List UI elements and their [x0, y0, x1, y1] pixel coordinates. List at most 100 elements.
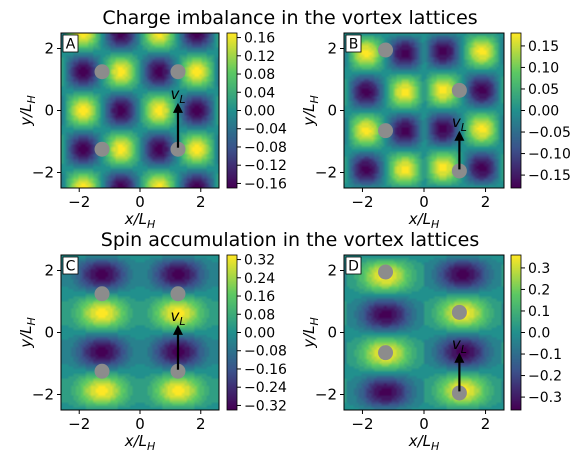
velocity-label-subscript: L	[179, 315, 185, 328]
panel-label: C	[66, 259, 76, 275]
colorbar-tick-label: 0.00	[244, 326, 275, 342]
colorbar-tick-label: 0.08	[244, 67, 275, 83]
vortex-core	[451, 163, 467, 179]
colorbar-gradient	[227, 255, 237, 410]
top-figure-title: Charge imbalance in the vortex lattices	[102, 7, 477, 29]
colorbar-tick-label: −0.32	[244, 398, 287, 414]
velocity-arrow-head	[454, 130, 465, 141]
colorbar-tick-label: 0.05	[528, 82, 559, 98]
panel-label: D	[348, 259, 359, 275]
x-tick-label: 0	[419, 193, 429, 211]
colorbar-tick-label: 0.16	[244, 31, 275, 47]
velocity-arrow-head	[172, 102, 183, 113]
x-axis-label-subscript: H	[431, 218, 439, 231]
x-axis-label: x/LH	[408, 432, 440, 453]
y-tick-label: −2	[315, 386, 337, 404]
colorbar-tick-label: 0.0	[528, 326, 550, 342]
y-tick-label: −2	[32, 164, 54, 182]
y-axis-label: y/LH	[300, 95, 321, 127]
panel-label-box	[62, 256, 79, 275]
velocity-label-subscript: L	[461, 343, 467, 356]
colorbar-tick-label: −0.10	[528, 147, 571, 163]
y-tick-label: −2	[32, 386, 54, 404]
colorbar-tick-label: −0.08	[244, 344, 287, 360]
colorbar-tick-label: 0.10	[528, 60, 559, 76]
colorbar-tick-label: 0.24	[244, 271, 275, 287]
colorbar-tick-label: −0.08	[244, 140, 287, 156]
y-tick-label: 0	[44, 324, 54, 342]
panel-label: B	[349, 37, 359, 53]
colorbar-tick-label: 0.32	[244, 253, 275, 269]
colorbar-tick-label: 0.3	[528, 261, 550, 277]
colorbar-tick-label: 0.15	[528, 39, 559, 55]
bottom-figure-title: Spin accumulation in the vortex lattices	[101, 229, 479, 251]
velocity-arrow-head	[172, 324, 183, 335]
x-axis-label: x/LH	[408, 210, 440, 231]
x-axis-label-subscript: H	[431, 440, 439, 453]
vortex-core	[378, 345, 394, 361]
panels-group: vLA−2 0 2−202x/LHy/LH0.160.120.080.040.00−…	[17, 31, 571, 453]
vortex-core	[170, 64, 186, 80]
colorbar-tick-label: −0.16	[244, 362, 287, 378]
vortex-core	[378, 264, 394, 280]
colorbar-tick-label: 0.08	[244, 307, 275, 323]
x-tick-label: 0	[419, 415, 429, 433]
colorbar-tick-label: 0.00	[528, 104, 559, 120]
vortex-core	[94, 286, 110, 302]
colorbar-tick-label: 0.16	[244, 289, 275, 305]
y-axis-label-subscript: H	[308, 95, 321, 103]
colorbar-tick-label: −0.04	[244, 122, 287, 138]
x-tick-label: 2	[196, 415, 206, 433]
y-axis-label: y/LH	[17, 95, 38, 127]
y-tick-label: 0	[44, 102, 54, 120]
vortex-core	[94, 141, 110, 157]
vortex-core	[170, 141, 186, 157]
panel-label-box	[62, 34, 79, 53]
vortex-core	[94, 64, 110, 80]
velocity-arrow-head	[454, 352, 465, 363]
velocity-label-subscript: L	[461, 121, 467, 134]
colorbar-tick-label: −0.1	[528, 347, 562, 363]
vortex-core	[378, 42, 394, 58]
colorbar-tick-label: −0.2	[528, 369, 562, 385]
x-tick-label: −2	[68, 193, 90, 211]
colorbar-tick-label: −0.05	[528, 125, 571, 141]
y-axis-label-subscript: H	[308, 317, 321, 325]
vortex-core	[170, 286, 186, 302]
panel-a: vLA−2 0 2−202x/LHy/LH0.160.120.080.040.00−…	[17, 31, 287, 231]
velocity-label-subscript: L	[179, 93, 185, 106]
heatmap-field	[61, 33, 219, 188]
x-axis-label-subscript: H	[147, 440, 155, 453]
vortex-core	[170, 363, 186, 379]
vortex-core	[451, 82, 467, 98]
x-tick-label: 0	[135, 193, 145, 211]
x-tick-label: 0	[135, 415, 145, 433]
panel-d: vLD−2 0 2−202x/LHy/LH0.30.20.10.0−0.1−0.2−…	[300, 254, 562, 453]
y-tick-label: 0	[327, 324, 337, 342]
y-tick-label: 2	[44, 262, 54, 280]
y-axis-label-subscript: H	[25, 95, 38, 103]
y-axis-label: y/LH	[17, 317, 38, 349]
colorbar-tick-label: 0.1	[528, 304, 550, 320]
panel-c: vLC−2 0 2−202x/LHy/LH0.320.240.160.080.00−…	[17, 253, 287, 453]
y-tick-label: 2	[327, 40, 337, 58]
y-tick-label: 2	[44, 40, 54, 58]
x-axis-label: x/LH	[124, 210, 156, 231]
colorbar-gradient	[511, 33, 521, 188]
heatmap-field	[344, 255, 504, 410]
x-tick-label: 2	[196, 193, 206, 211]
colorbar-tick-label: −0.16	[244, 176, 287, 192]
colorbar-tick-label: 0.12	[244, 49, 275, 65]
colorbar-gradient	[227, 33, 237, 188]
vortex-core	[94, 363, 110, 379]
x-axis-label: x/LH	[124, 432, 156, 453]
x-tick-label: −2	[68, 415, 90, 433]
colorbar-gradient	[511, 255, 521, 410]
vortex-core	[451, 304, 467, 320]
y-axis-label: y/LH	[300, 317, 321, 349]
colorbar-tick-label: 0.00	[244, 104, 275, 120]
colorbar-tick-label: −0.12	[244, 158, 287, 174]
x-tick-label: 2	[481, 415, 491, 433]
y-tick-label: −2	[315, 164, 337, 182]
